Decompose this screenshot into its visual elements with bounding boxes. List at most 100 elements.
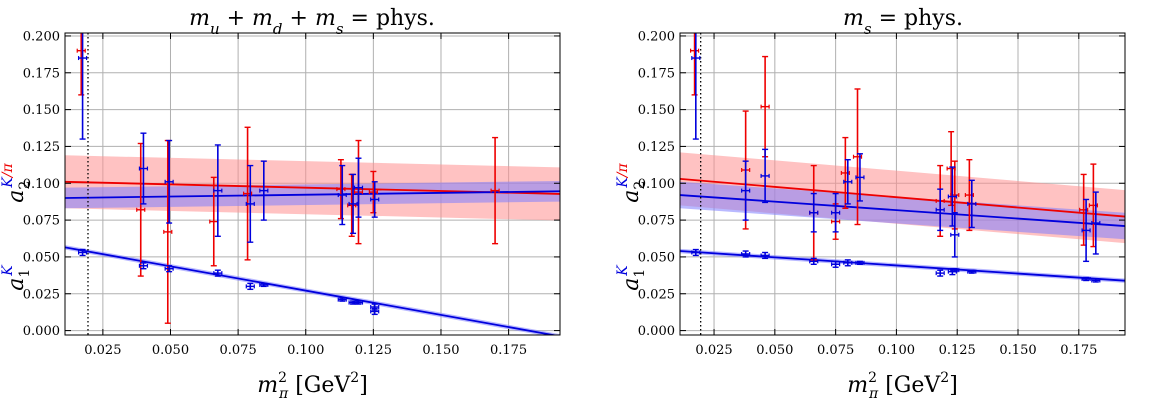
data-point-a2K xyxy=(809,192,819,233)
y-axis-label-a1: a1K xyxy=(615,264,648,291)
axes-frame xyxy=(679,32,1126,336)
data-point-a1K xyxy=(213,269,223,277)
y-tick-label: 0.025 xyxy=(23,287,60,302)
x-tick-label: 0.025 xyxy=(695,343,732,358)
y-tick-label: 0.125 xyxy=(638,140,675,155)
y-tick-label: 0.175 xyxy=(638,66,675,81)
chart-title: ms = phys. xyxy=(843,6,963,38)
data-point-a2K xyxy=(691,33,701,140)
x-axis-label: m2 π [GeV2] xyxy=(257,370,368,400)
data-point-a2pi xyxy=(964,158,974,232)
data-point-a2K xyxy=(370,181,380,218)
data-point-a1K xyxy=(138,262,149,270)
data-point-a1K xyxy=(77,248,88,257)
x-tick-label: 0.100 xyxy=(878,343,915,358)
data-point-a1K xyxy=(337,297,347,302)
y-tick-label: 0.150 xyxy=(23,103,60,118)
data-point-a2K xyxy=(760,148,770,204)
y-tick-label: 0.025 xyxy=(638,287,675,302)
x-tick-label: 0.175 xyxy=(1060,343,1097,358)
data-point-a1K xyxy=(935,269,945,277)
data-point-a1K xyxy=(843,259,853,267)
y-tick-label: 0.000 xyxy=(638,324,675,339)
fit-line-a2K xyxy=(680,194,1125,227)
x-tick-label: 0.050 xyxy=(152,343,189,358)
x-tick-label: 0.075 xyxy=(817,343,854,358)
plot-area xyxy=(680,33,1125,335)
x-tick-label: 0.175 xyxy=(490,343,527,358)
data-point-a2pi xyxy=(490,136,500,245)
data-point-a1K xyxy=(370,303,380,311)
x-tick-label: 0.125 xyxy=(355,343,392,358)
data-point-a2pi xyxy=(76,33,86,96)
y-tick-label: 0.075 xyxy=(638,214,675,229)
y-axis-label-a2: a2K/π xyxy=(615,162,648,202)
x-tick-label: 0.150 xyxy=(999,343,1036,358)
data-point-a1K xyxy=(809,257,819,265)
data-point-a2K xyxy=(353,157,364,218)
data-point-a1K xyxy=(831,260,841,268)
grid xyxy=(680,33,1125,335)
y-tick-label: 0.075 xyxy=(23,214,60,229)
data-point-a1K xyxy=(353,300,364,305)
data-point-a2K xyxy=(843,158,853,205)
data-point-a1K xyxy=(691,248,701,257)
data-point-a2K xyxy=(1081,198,1091,263)
data-point-a2K xyxy=(935,188,945,232)
y-tick-label: 0.200 xyxy=(23,29,60,44)
x-axis-label: m2 π [GeV2] xyxy=(847,370,958,400)
data-point-a1K xyxy=(245,282,255,291)
data-point-a1K xyxy=(741,250,751,258)
y-tick-label: 0.050 xyxy=(638,250,675,265)
data-point-a1K xyxy=(760,251,770,260)
data-point-a2K xyxy=(213,144,223,237)
data-point-a1K xyxy=(967,269,977,274)
data-point-a2K xyxy=(831,192,841,233)
y-tick-label: 0.050 xyxy=(23,250,60,265)
fit-band-a1K xyxy=(65,245,560,335)
data-point-a2K xyxy=(741,160,751,221)
data-point-a2K xyxy=(337,164,347,226)
data-point-a2pi xyxy=(689,33,700,96)
plot-area xyxy=(65,33,560,335)
fit-line-a1K xyxy=(680,250,1125,282)
y-tick-label: 0.125 xyxy=(23,140,60,155)
fit-line-a2pi xyxy=(680,177,1125,218)
x-tick-label: 0.125 xyxy=(939,343,976,358)
y-tick-label: 0.100 xyxy=(23,177,60,192)
y-tick-label: 0.200 xyxy=(638,29,675,44)
data-point-a2pi xyxy=(760,55,770,158)
chart-title: mu + md + ms = phys. xyxy=(189,6,435,38)
ticks: 0.025 0.050 0.075 0.100 0.125 0.150 0.175 0.000… xyxy=(23,29,560,358)
data-point-a2K xyxy=(967,179,977,229)
data-point-a2pi xyxy=(242,126,253,261)
axes-frame xyxy=(64,32,561,336)
panel-right: 0.025 0.050 0.075 0.100 0.125 0.150 0.175 0.000… xyxy=(615,6,1126,400)
data-point-a2K xyxy=(1091,191,1101,255)
y-tick-label: 0.150 xyxy=(638,103,675,118)
data-point-a2K xyxy=(259,160,269,221)
data-point-a2K xyxy=(855,153,865,202)
panel-left: 0.025 0.050 0.075 0.100 0.125 0.150 0.175 0.000… xyxy=(0,6,561,400)
data-point-a1K xyxy=(950,268,960,273)
x-tick-label: 0.150 xyxy=(422,343,459,358)
data-point-a2K xyxy=(164,139,174,224)
ticks: 0.025 0.050 0.075 0.100 0.125 0.150 0.175 0.000… xyxy=(638,29,1125,358)
data-point-a2K xyxy=(138,132,149,205)
fit-line-a2K xyxy=(65,190,560,199)
data-point-a2pi xyxy=(368,170,378,214)
data-point-a2K xyxy=(348,173,358,235)
data-point-a1K xyxy=(1081,276,1091,282)
y-tick-label: 0.100 xyxy=(638,177,675,192)
data-point-a1K xyxy=(855,260,865,265)
data-point-a2K xyxy=(77,33,88,140)
x-tick-label: 0.075 xyxy=(220,343,257,358)
data-point-a1K xyxy=(1091,278,1101,283)
data-point-a2K xyxy=(245,164,255,243)
y-tick-label: 0.175 xyxy=(23,66,60,81)
y-axis-label-a2: a2K/π xyxy=(0,162,33,202)
x-tick-label: 0.100 xyxy=(287,343,324,358)
data-point-a2K xyxy=(950,212,960,258)
y-axis-label-a1: a1K xyxy=(0,264,33,291)
